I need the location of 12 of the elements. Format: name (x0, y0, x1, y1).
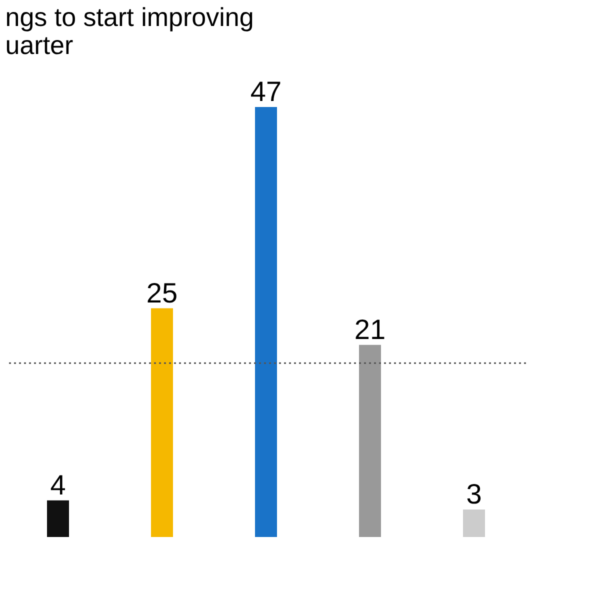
bar (47, 500, 69, 537)
data-label: 25 (146, 277, 178, 308)
data-label: 21 (354, 314, 386, 345)
data-label: 47 (250, 76, 282, 107)
data-label: 4 (50, 469, 66, 500)
bar (151, 308, 173, 537)
bar (359, 344, 381, 537)
bar (463, 510, 485, 537)
text: ngs to start improving (5, 2, 254, 32)
text: uarter (5, 30, 74, 60)
bar (255, 107, 277, 537)
data-label: 3 (466, 478, 482, 510)
